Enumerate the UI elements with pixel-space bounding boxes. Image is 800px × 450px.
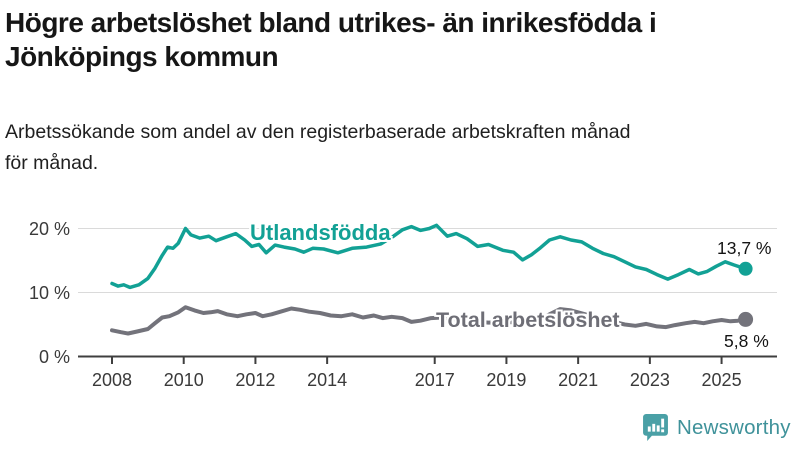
y-tick-label: 20 % [29,219,70,239]
series-label-total-arbetsloshet: Total arbetslöshet [436,308,620,332]
series-line-total-arbetsloshet [110,305,748,336]
page-title: Högre arbetslöshet bland utrikes- än inr… [5,6,797,74]
series-label-utlandsfodda: Utlandsfödda [250,220,391,245]
x-tick-label: 2008 [92,370,132,390]
x-tick-label: 2021 [558,370,598,390]
x-tick-label: 2023 [630,370,670,390]
x-tick-label: 2010 [164,370,204,390]
x-tick-label: 2019 [486,370,526,390]
page-title-line1: Högre arbetslöshet bland utrikes- än inr… [5,7,657,38]
newsworthy-chart-bubble-icon [643,414,668,441]
y-tick-label: 10 % [29,283,70,303]
chart-subtitle-line1: Arbetssökande som andel av den registerb… [5,121,631,143]
page-title-line2: Jönköpings kommun [5,41,279,72]
chart-subtitle-line2: för månad. [5,152,99,174]
x-tick-label: 2017 [415,370,455,390]
newsworthy-logo: Newsworthy [643,414,791,442]
x-tick-label: 2014 [307,370,347,390]
chart-subtitle: Arbetssökande som andel av den registerb… [5,117,795,179]
series-line-utlandsfodda [110,223,748,290]
x-tick-label: 2012 [235,370,275,390]
x-tick-label: 2025 [702,370,742,390]
series-end-dot-total-arbetsloshet [738,311,754,327]
series-end-dot-utlandsfodda [738,261,753,276]
newsworthy-wordmark: Newsworthy [677,416,791,439]
end-value-label-total: 5,8 % [724,331,769,351]
y-tick-label: 0 % [39,347,70,367]
end-value-label-utlandsfodda: 13,7 % [717,238,772,258]
